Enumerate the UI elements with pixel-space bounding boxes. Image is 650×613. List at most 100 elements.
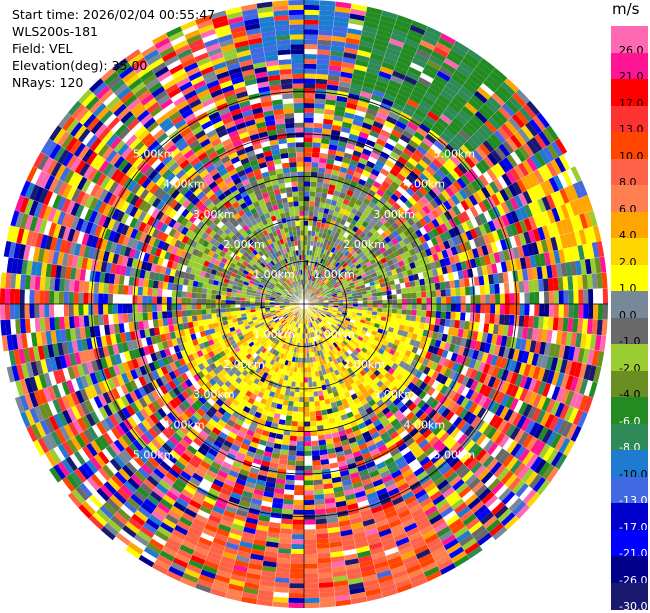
ppi-gate (588, 210, 598, 227)
ppi-gate (362, 227, 370, 235)
ppi-gate (401, 203, 410, 213)
ppi-gate (304, 78, 316, 84)
ppi-gate (440, 289, 446, 297)
ppi-gate (493, 130, 506, 144)
ppi-gate (318, 444, 328, 451)
ppi-gate (341, 290, 347, 294)
ppi-gate (326, 214, 333, 221)
ppi-gate (352, 225, 359, 233)
ppi-gate (526, 100, 541, 116)
ppi-gate (400, 151, 411, 162)
ppi-gate (483, 210, 493, 223)
ppi-gate (305, 294, 308, 300)
ppi-gate (588, 288, 594, 304)
ppi-gate (415, 285, 422, 293)
ppi-gate (317, 296, 323, 299)
ppi-gate (341, 61, 355, 69)
ppi-gate (317, 49, 331, 56)
ppi-gate (304, 534, 317, 540)
ppi-gate (359, 40, 374, 49)
ppi-gate (382, 56, 398, 66)
ppi-gate (387, 217, 396, 226)
ppi-gate (331, 124, 342, 132)
ppi-gate (314, 499, 326, 505)
ppi-gate (365, 223, 373, 232)
ppi-gate (470, 295, 476, 304)
ppi-gate (325, 234, 331, 240)
ppi-gate (461, 210, 471, 222)
ppi-gate (408, 170, 419, 181)
ppi-gate (348, 18, 365, 26)
ppi-gate (392, 299, 398, 304)
ppi-gate (304, 29, 319, 35)
ppi-gate (331, 272, 337, 278)
ppi-gate (470, 94, 485, 108)
ppi-gate (350, 78, 364, 87)
ppi-gate (311, 440, 319, 446)
ppi-gate (304, 436, 312, 442)
ppi-gate (433, 121, 446, 133)
ppi-gate (321, 264, 327, 271)
ppi-gate (334, 276, 340, 281)
ppi-gate (444, 186, 455, 198)
ppi-gate (308, 270, 312, 276)
ppi-gate (425, 290, 432, 298)
ppi-gate (411, 20, 428, 31)
ppi-gate (304, 49, 318, 55)
ppi-gate (563, 290, 569, 304)
ppi-gate (327, 283, 333, 288)
ppi-gate (405, 143, 417, 154)
ppi-gate (474, 285, 481, 296)
ppi-gate (504, 120, 518, 135)
ppi-gate (445, 143, 457, 155)
ppi-gate (450, 73, 466, 86)
ppi-gate (304, 9, 320, 16)
ppi-gate (538, 278, 544, 292)
ppi-gate (345, 258, 352, 265)
ppi-gate (407, 157, 419, 167)
ppi-gate (307, 297, 312, 301)
ppi-gate (288, 602, 304, 608)
ppi-gate (336, 263, 343, 270)
ppi-gate (402, 178, 413, 188)
ppi-gate (474, 65, 490, 80)
ppi-gate (436, 70, 451, 82)
ppi-gate (320, 275, 325, 281)
ppi-gate (484, 183, 496, 197)
ppi-gate (294, 480, 304, 486)
ppi-gate (413, 53, 429, 64)
ppi-gate (328, 184, 336, 191)
ppi-gate (346, 234, 353, 241)
ppi-gate (393, 24, 410, 34)
ppi-gate (486, 136, 499, 150)
ppi-gate (325, 290, 331, 295)
ppi-gate (498, 159, 510, 174)
ppi-gate (295, 470, 304, 476)
ppi-gate (416, 291, 422, 299)
ppi-gate (310, 255, 315, 261)
ppi-gate (366, 231, 374, 239)
ppi-gate (445, 105, 459, 118)
ppi-gate (509, 223, 519, 236)
ppi-gate (323, 265, 329, 272)
ppi-gate (496, 203, 506, 217)
ppi-gate (320, 282, 325, 287)
ppi-gate (523, 231, 532, 245)
ppi-gate (317, 268, 322, 274)
ppi-gate (309, 411, 316, 417)
ppi-gate (559, 188, 570, 204)
ppi-gate (315, 83, 328, 90)
ppi-gate (396, 173, 406, 183)
ppi-gate (358, 45, 373, 53)
ppi-gate (372, 245, 380, 253)
ppi-gate (583, 195, 594, 212)
ppi-gate (353, 260, 360, 267)
ppi-gate (413, 260, 421, 268)
ppi-gate (308, 391, 314, 398)
ppi-gate (370, 168, 380, 177)
ppi-gate (360, 213, 368, 221)
ppi-gate (516, 178, 527, 193)
ppi-gate (416, 199, 426, 209)
ppi-gate (304, 93, 316, 99)
ppi-gate (376, 200, 385, 209)
